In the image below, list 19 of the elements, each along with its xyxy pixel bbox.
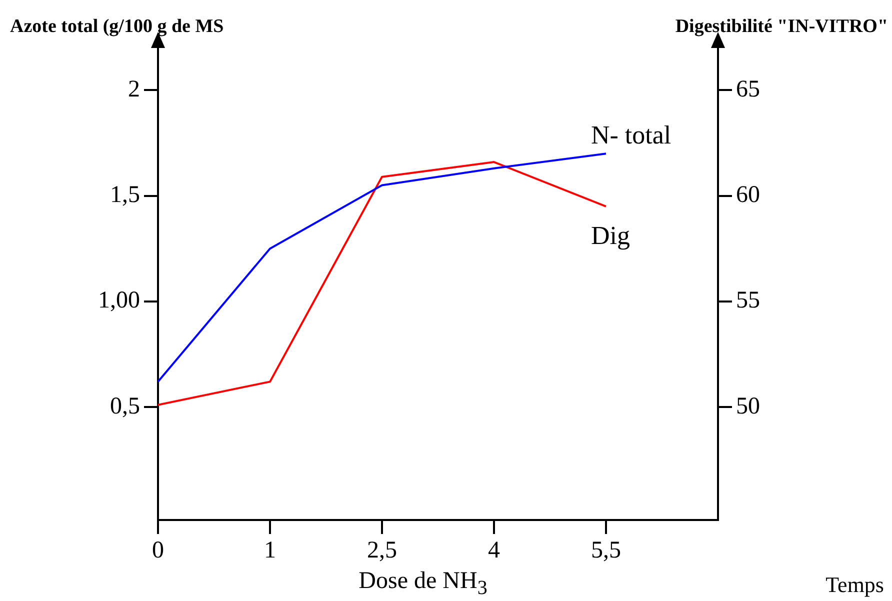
series-label: N- total: [591, 120, 672, 150]
y2-tick-label: 55: [736, 288, 760, 314]
y-tick-label: 2: [128, 76, 140, 103]
y-tick-label: 1,5: [110, 182, 140, 208]
y-tick-label: 1,00: [98, 288, 140, 314]
y-axis-title: Azote total (g/100 g de MS: [10, 16, 224, 38]
text: Temps: [826, 572, 884, 598]
y2-tick-label: 60: [736, 182, 760, 208]
x-axis-title: Dose de NH$_{3}$: [358, 568, 488, 599]
series-label: Dig: [591, 221, 630, 250]
x-tick-label: 2,5: [367, 538, 397, 564]
y2-tick-label: 50: [736, 393, 760, 420]
y2-axis-title: Digestibilité "IN-VITRO": [675, 16, 888, 38]
x-tick-label: 1: [264, 538, 276, 564]
x-tick-label: 0: [152, 538, 164, 564]
x-tick-label: 4: [488, 538, 500, 564]
x-tick-label: 5,5: [591, 538, 621, 564]
y2-tick-label: 65: [736, 76, 760, 103]
y-tick-label: 0,5: [110, 393, 140, 420]
